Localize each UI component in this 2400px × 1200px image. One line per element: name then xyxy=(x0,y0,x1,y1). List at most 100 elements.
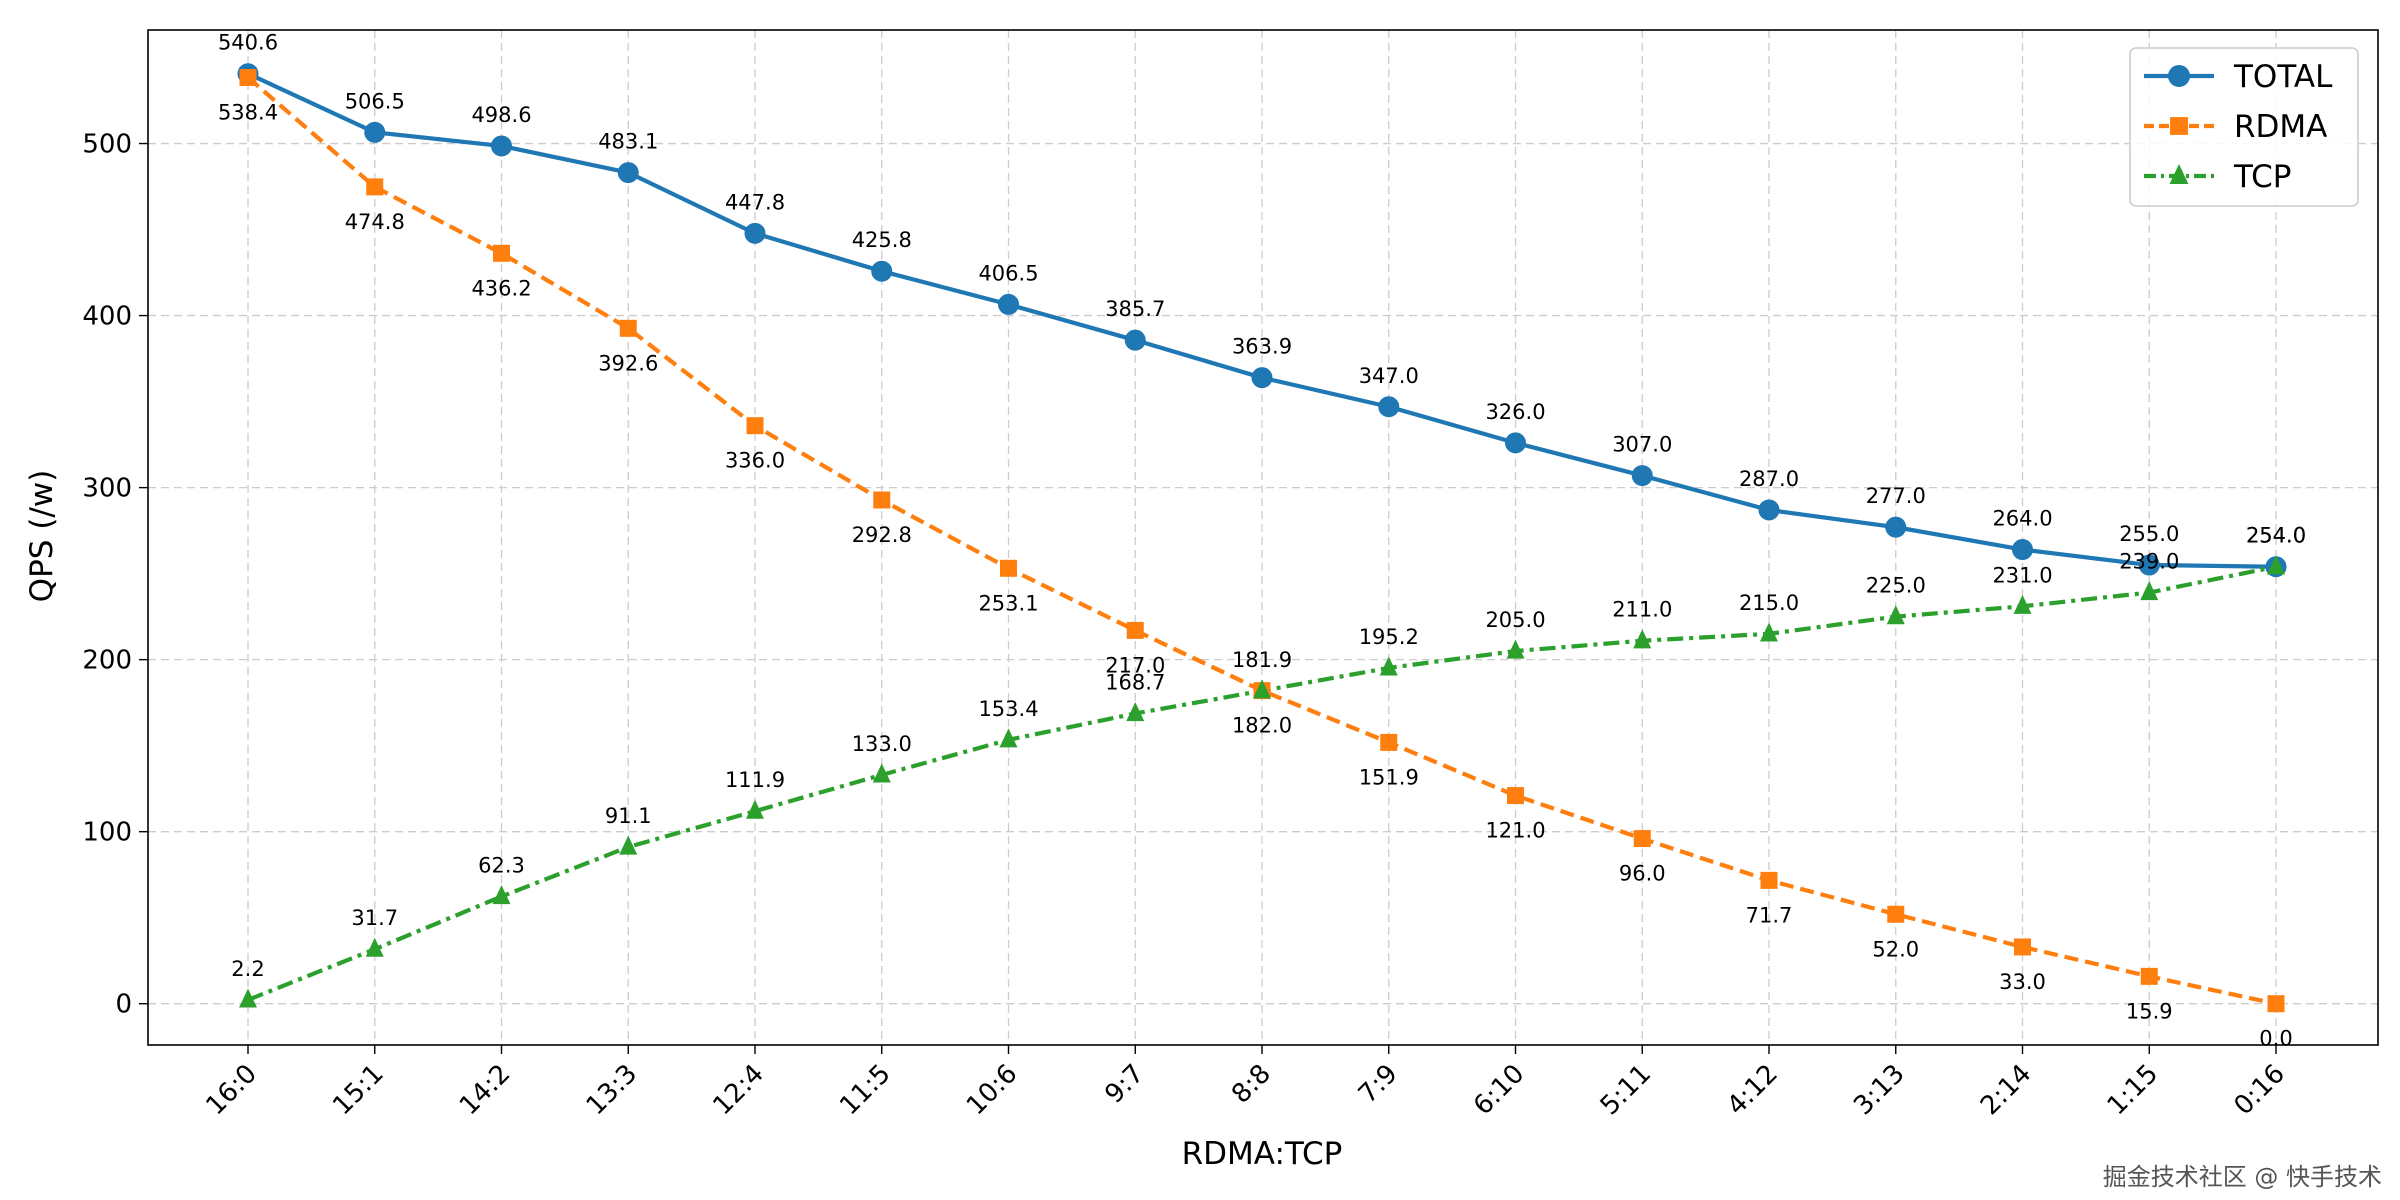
data-label-total: 326.0 xyxy=(1485,400,1545,424)
y-tick-label: 400 xyxy=(82,302,132,332)
data-point-rdma xyxy=(239,68,257,86)
data-labels-layer: 540.6 506.5 498.6 483.1 447.8 425.8 406.5 385.7… xyxy=(218,31,2306,1051)
data-point-total xyxy=(1378,396,1400,418)
x-axis-ticks: 16:0 15:1 14:2 13:3 12:4 11:5 10:6 9:7 8:8 7:9 6:1… xyxy=(200,1045,2291,1121)
data-label-total: 540.6 xyxy=(218,31,278,55)
data-label-tcp: 153.4 xyxy=(978,697,1038,721)
data-point-rdma xyxy=(1000,559,1017,577)
data-label-rdma: 182.0 xyxy=(1232,714,1292,738)
y-axis-ticks: 0 100 200 300 400 500 xyxy=(82,130,148,1020)
data-point-rdma xyxy=(2014,938,2031,956)
data-point-rdma xyxy=(746,417,764,435)
data-label-total: 254.0 xyxy=(2246,524,2306,548)
data-label-total: 447.8 xyxy=(725,190,785,214)
legend: TOTAL RDMA TCP xyxy=(2129,47,2359,207)
x-tick-label: 15:1 xyxy=(327,1059,390,1122)
data-label-rdma: 151.9 xyxy=(1359,765,1419,789)
data-label-tcp: 168.7 xyxy=(1105,670,1165,694)
x-tick-label: 2:14 xyxy=(1975,1059,2038,1122)
legend-marker-total xyxy=(2168,65,2190,87)
data-label-tcp: 2.2 xyxy=(231,957,264,981)
data-point-total xyxy=(1758,499,1780,521)
data-point-total xyxy=(1885,516,1907,538)
x-tick-label: 9:7 xyxy=(1099,1059,1150,1110)
grid-lines xyxy=(148,30,2378,1045)
data-label-tcp: 31.7 xyxy=(351,906,398,930)
data-point-total xyxy=(2138,554,2160,576)
data-point-tcp xyxy=(872,763,891,783)
data-label-rdma: 474.8 xyxy=(345,210,405,234)
data-point-tcp xyxy=(746,799,764,819)
data-point-total xyxy=(617,162,639,184)
x-tick-label: 3:13 xyxy=(1848,1059,1911,1122)
data-label-tcp: 225.0 xyxy=(1866,574,1926,598)
data-label-rdma: 33.0 xyxy=(1999,970,2046,994)
data-point-total xyxy=(1631,465,1653,487)
data-point-rdma xyxy=(366,178,384,196)
data-label-total: 287.0 xyxy=(1739,467,1799,491)
data-label-tcp: 195.2 xyxy=(1359,625,1419,649)
data-label-total: 307.0 xyxy=(1612,433,1672,457)
data-label-total: 264.0 xyxy=(1992,507,2052,531)
data-label-rdma: 336.0 xyxy=(725,449,785,473)
x-tick-label: 7:9 xyxy=(1353,1059,1404,1110)
data-point-total xyxy=(744,222,766,244)
data-point-total xyxy=(1251,367,1273,389)
series-layer xyxy=(237,63,2287,1013)
data-point-tcp xyxy=(1253,679,1271,699)
data-point-rdma xyxy=(1380,733,1398,751)
data-label-rdma: 96.0 xyxy=(1619,862,1666,886)
data-label-rdma: 392.6 xyxy=(598,351,658,375)
legend-marker-rdma xyxy=(2170,117,2188,135)
plot-frame xyxy=(147,29,2379,1046)
data-label-rdma: 71.7 xyxy=(1746,903,1793,927)
data-label-total: 363.9 xyxy=(1232,335,1292,359)
data-label-rdma: 292.8 xyxy=(852,523,912,547)
data-label-tcp: 239.0 xyxy=(2119,550,2179,574)
data-point-total xyxy=(871,260,893,282)
y-axis-label: QPS (/w) xyxy=(24,470,60,603)
data-point-tcp xyxy=(1633,629,1652,649)
data-label-rdma: 217.0 xyxy=(1105,653,1165,677)
legend-box xyxy=(2129,47,2359,207)
data-label-tcp: 215.0 xyxy=(1739,591,1799,615)
data-label-rdma: 538.4 xyxy=(218,100,278,124)
data-label-total: 425.8 xyxy=(852,228,912,252)
data-label-tcp: 133.0 xyxy=(852,732,912,756)
data-label-total: 255.0 xyxy=(2119,522,2179,546)
x-tick-label: 11:5 xyxy=(834,1059,897,1122)
data-label-tcp: 62.3 xyxy=(478,854,525,878)
data-label-tcp: 181.9 xyxy=(1232,648,1292,672)
legend-label-tcp: TCP xyxy=(2233,159,2291,195)
data-point-rdma xyxy=(873,491,891,509)
data-label-total: 498.6 xyxy=(471,103,531,127)
x-tick-label: 0:16 xyxy=(2228,1059,2291,1122)
legend-label-rdma: RDMA xyxy=(2234,109,2327,145)
series-line-rdma xyxy=(246,75,2277,1006)
legend-marker-tcp xyxy=(2169,164,2189,184)
data-point-total xyxy=(998,293,1019,315)
data-label-rdma: 15.9 xyxy=(2126,999,2173,1023)
y-tick-label: 0 xyxy=(115,990,132,1020)
data-label-tcp: 91.1 xyxy=(605,804,652,828)
data-label-rdma: 52.0 xyxy=(1872,937,1919,961)
y-tick-label: 300 xyxy=(82,474,132,504)
data-point-tcp xyxy=(2267,555,2285,575)
data-point-tcp xyxy=(1506,639,1525,659)
data-label-tcp: 231.0 xyxy=(1992,563,2052,587)
data-point-tcp xyxy=(492,885,511,905)
data-point-rdma xyxy=(1887,905,1905,923)
data-point-rdma xyxy=(1633,830,1651,848)
data-point-tcp xyxy=(239,988,257,1008)
data-point-tcp xyxy=(1379,656,1398,676)
data-label-total: 506.5 xyxy=(345,89,405,113)
data-label-tcp: 111.9 xyxy=(725,768,785,792)
data-label-rdma: 121.0 xyxy=(1485,819,1545,843)
x-tick-label: 14:2 xyxy=(454,1059,517,1122)
y-tick-label: 500 xyxy=(82,130,132,160)
data-point-rdma xyxy=(2140,967,2158,985)
watermark: 掘金技术社区 @ 快手技术 xyxy=(2102,1163,2382,1191)
data-label-tcp: 254.0 xyxy=(2246,524,2306,548)
data-point-tcp xyxy=(1760,622,1778,642)
